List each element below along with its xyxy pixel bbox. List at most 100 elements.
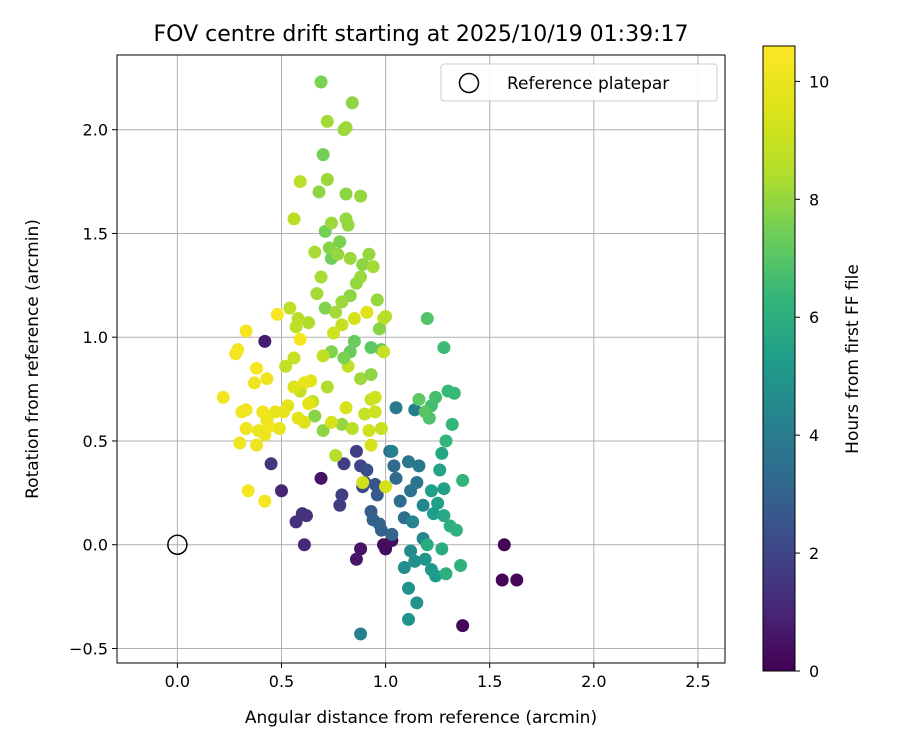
data-point bbox=[293, 175, 307, 189]
data-point bbox=[497, 538, 511, 552]
data-point bbox=[239, 422, 253, 436]
data-point bbox=[349, 276, 363, 290]
data-point bbox=[308, 409, 322, 423]
data-point bbox=[329, 305, 343, 319]
data-point bbox=[412, 459, 426, 473]
data-point bbox=[295, 507, 309, 521]
colorbar-tick-label: 8 bbox=[809, 190, 819, 209]
data-point bbox=[335, 295, 349, 309]
data-point bbox=[337, 457, 351, 471]
data-point bbox=[426, 507, 440, 521]
y-axis-ticks: −0.5 0.0 0.5 1.0 1.5 2.0 bbox=[69, 121, 117, 658]
colorbar-label: Hours from first FF file bbox=[843, 264, 863, 454]
data-point bbox=[435, 542, 449, 556]
data-point bbox=[402, 581, 416, 595]
data-point bbox=[335, 417, 349, 431]
data-point bbox=[233, 436, 247, 450]
data-point bbox=[302, 397, 316, 411]
data-point bbox=[264, 457, 278, 471]
data-point bbox=[387, 459, 401, 473]
data-point bbox=[333, 498, 347, 512]
data-point bbox=[372, 322, 386, 336]
x-tick-label: 0.5 bbox=[269, 672, 294, 691]
data-point bbox=[312, 185, 326, 199]
data-point bbox=[429, 569, 443, 583]
data-point bbox=[374, 523, 388, 537]
data-point bbox=[314, 471, 328, 485]
data-point bbox=[429, 390, 443, 404]
data-point bbox=[364, 368, 378, 382]
data-point bbox=[454, 558, 468, 572]
data-point bbox=[445, 417, 459, 431]
data-point bbox=[270, 307, 284, 321]
data-point bbox=[437, 509, 451, 523]
data-point bbox=[356, 475, 370, 489]
data-point bbox=[439, 567, 453, 581]
data-point bbox=[316, 148, 330, 162]
data-point bbox=[410, 596, 424, 610]
data-point bbox=[302, 316, 316, 330]
data-point bbox=[314, 75, 328, 89]
data-point bbox=[287, 212, 301, 226]
data-point bbox=[366, 260, 380, 274]
data-point bbox=[341, 218, 355, 232]
data-point bbox=[410, 475, 424, 489]
data-point bbox=[397, 561, 411, 575]
data-point bbox=[347, 334, 361, 348]
data-point bbox=[354, 627, 368, 641]
data-point bbox=[447, 386, 461, 400]
data-point bbox=[437, 482, 451, 496]
y-tick-label: 0.0 bbox=[83, 536, 108, 555]
legend-box bbox=[440, 63, 718, 102]
data-point bbox=[420, 312, 434, 326]
data-point bbox=[333, 235, 347, 249]
colorbar-tick-label: 2 bbox=[809, 544, 819, 563]
data-point bbox=[354, 189, 368, 203]
data-point bbox=[420, 538, 434, 552]
data-point bbox=[216, 390, 230, 404]
x-tick-label: 1.5 bbox=[477, 672, 502, 691]
data-point bbox=[424, 484, 438, 498]
data-point bbox=[235, 405, 249, 419]
colorbar-tick-label: 4 bbox=[809, 426, 819, 445]
colorbar-gradient bbox=[762, 45, 796, 672]
y-axis-label: Rotation from reference (arcmin) bbox=[23, 219, 43, 499]
data-point bbox=[304, 374, 318, 388]
data-point bbox=[291, 411, 305, 425]
data-point bbox=[329, 448, 343, 462]
data-point bbox=[418, 405, 432, 419]
colorbar-tick-label: 6 bbox=[809, 308, 819, 327]
data-point bbox=[364, 341, 378, 355]
data-point bbox=[385, 444, 399, 458]
data-point bbox=[343, 251, 357, 265]
data-point bbox=[437, 341, 451, 355]
data-point bbox=[362, 424, 376, 438]
x-axis-label: Angular distance from reference (arcmin) bbox=[245, 708, 597, 728]
y-tick-label: 2.0 bbox=[83, 121, 108, 140]
data-point bbox=[435, 446, 449, 460]
data-point bbox=[364, 438, 378, 452]
data-point bbox=[431, 496, 445, 510]
data-point bbox=[416, 498, 430, 512]
data-point bbox=[337, 123, 351, 137]
data-point bbox=[439, 434, 453, 448]
data-point bbox=[231, 343, 245, 357]
x-axis-ticks: 0.0 0.5 1.0 1.5 2.0 2.5 bbox=[165, 663, 711, 691]
data-point bbox=[260, 372, 274, 386]
data-point bbox=[258, 334, 272, 348]
legend-entry-label: Reference platepar bbox=[507, 74, 669, 94]
legend: Reference platepar bbox=[440, 63, 718, 102]
data-point bbox=[354, 542, 368, 556]
data-point bbox=[258, 494, 272, 508]
data-point bbox=[339, 187, 353, 201]
data-point bbox=[379, 480, 393, 494]
data-point bbox=[456, 619, 470, 633]
data-point bbox=[324, 415, 338, 429]
data-point bbox=[433, 463, 447, 477]
data-point bbox=[362, 247, 376, 261]
data-point bbox=[289, 320, 303, 334]
data-point bbox=[272, 422, 286, 436]
x-tick-label: 2.5 bbox=[685, 672, 710, 691]
data-point bbox=[345, 422, 359, 436]
data-points bbox=[216, 75, 524, 641]
